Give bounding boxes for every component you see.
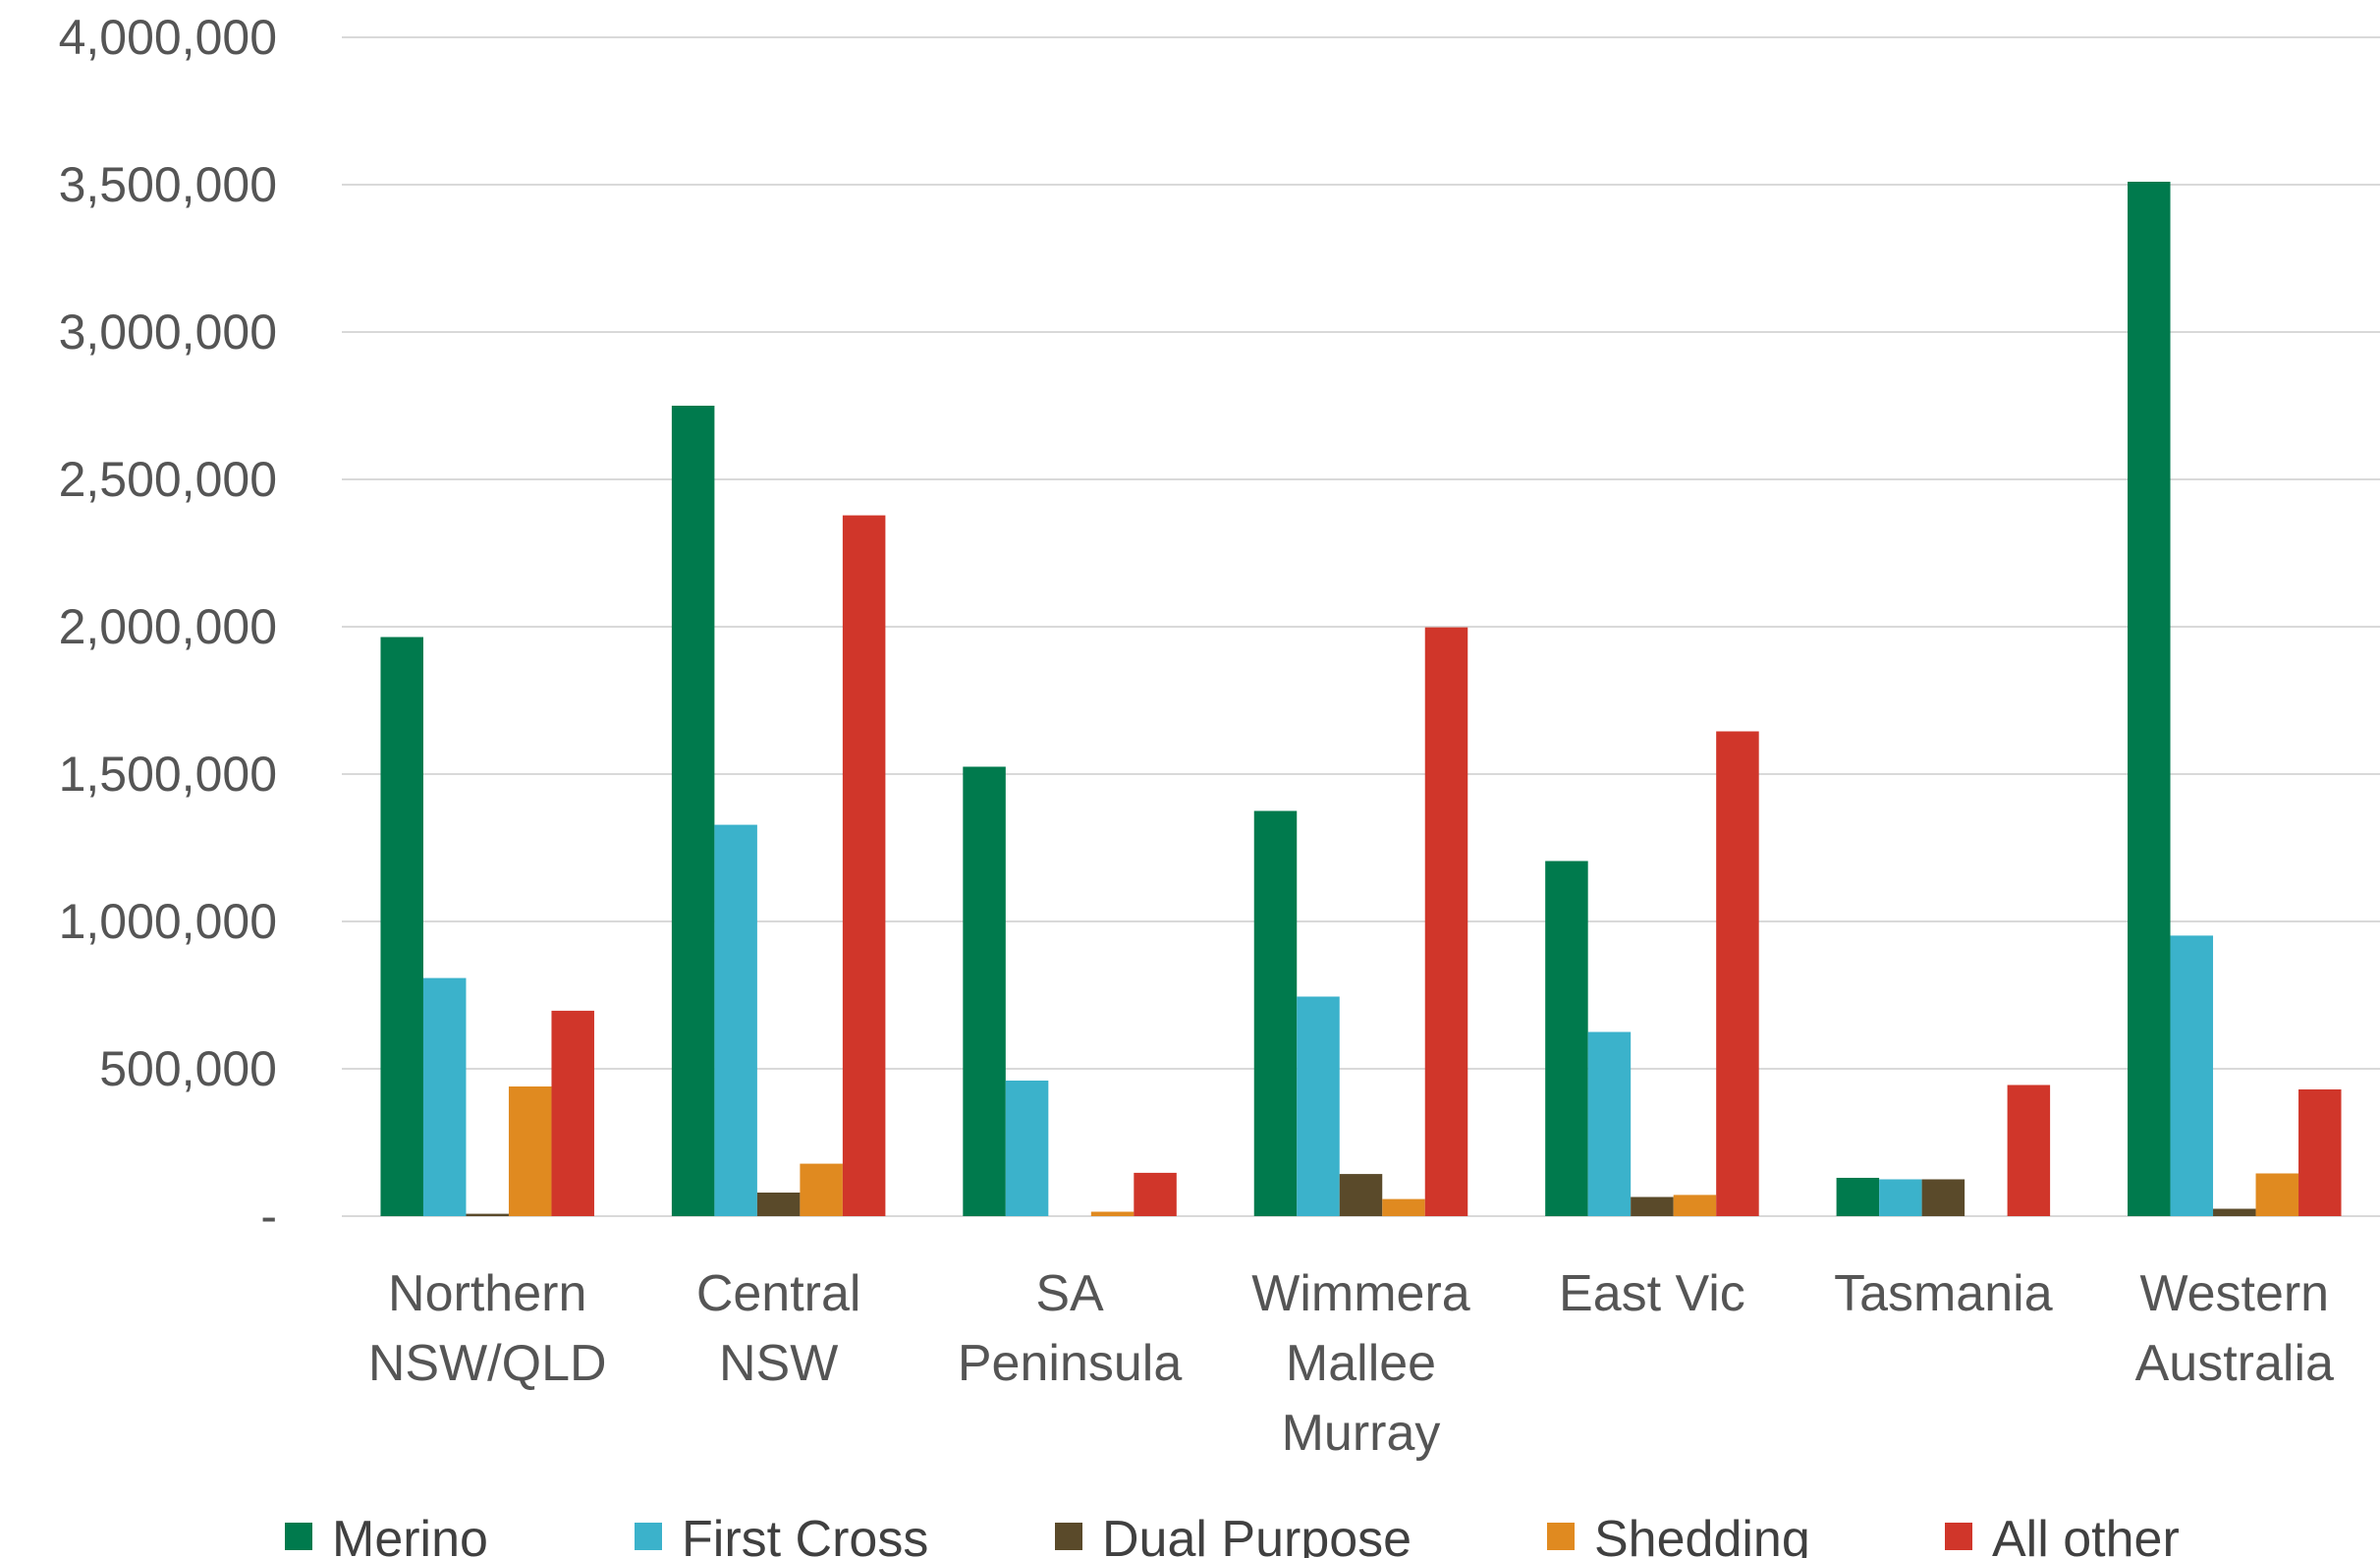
bar-shedding	[508, 1086, 552, 1216]
x-category-label: Western	[2139, 1265, 2329, 1322]
y-tick-label: 2,000,000	[59, 599, 277, 654]
legend-label: Dual Purpose	[1102, 1511, 1411, 1558]
legend-swatch	[285, 1523, 312, 1550]
bar-dual-purpose	[756, 1193, 801, 1216]
x-category-label: SA	[1035, 1265, 1104, 1322]
bar-merino	[2128, 182, 2171, 1216]
x-category-label: Murray	[1282, 1405, 1441, 1462]
legend-swatch	[1547, 1523, 1575, 1550]
x-category-label: East Vic	[1559, 1265, 1745, 1322]
x-category-label: Tasmania	[1834, 1265, 2053, 1322]
y-tick-label: 500,000	[99, 1041, 277, 1096]
legend: Merino First Cross Dual Purpose Shedding All…	[285, 1511, 2180, 1558]
legend-label: Merino	[332, 1511, 488, 1558]
bar-dual-purpose	[1339, 1174, 1383, 1216]
x-category-label: Peninsula	[958, 1335, 1182, 1392]
bar-first-cross	[1587, 1031, 1632, 1216]
bar-first-cross	[1297, 996, 1340, 1216]
y-tick-label: -	[260, 1189, 277, 1244]
bar-merino	[1545, 861, 1588, 1216]
bar-first-cross	[2170, 935, 2214, 1216]
bar-first-cross	[1005, 1081, 1049, 1216]
y-tick-label: 1,000,000	[59, 894, 277, 949]
x-category-label: NSW	[719, 1335, 838, 1392]
bar-dual-purpose	[1921, 1179, 1965, 1216]
legend-label: First Cross	[682, 1511, 928, 1558]
x-category-label: Northern	[388, 1265, 586, 1322]
bar-all-other	[1716, 731, 1759, 1216]
legend-label: All other	[1992, 1511, 2180, 1558]
legend-label: Shedding	[1594, 1511, 1810, 1558]
legend-swatch	[635, 1523, 662, 1550]
bar-shedding	[1673, 1195, 1717, 1216]
bar-all-other	[2298, 1089, 2342, 1216]
bar-dual-purpose	[2213, 1208, 2256, 1216]
gridlines	[342, 36, 2380, 1217]
bars	[380, 182, 2342, 1216]
legend-swatch	[1055, 1523, 1082, 1550]
x-category-label: Central	[696, 1265, 861, 1322]
y-tick-label: 1,500,000	[59, 747, 277, 802]
bar-merino	[963, 766, 1006, 1216]
x-category-label: Wimmera	[1251, 1265, 1470, 1322]
bar-shedding	[800, 1163, 843, 1216]
bar-all-other	[2007, 1085, 2051, 1216]
legend-swatch	[1945, 1523, 1972, 1550]
x-axis-category-labels: Northern NSW/QLD Central NSW SA Peninsula Wimm…	[368, 1265, 2334, 1462]
bar-first-cross	[422, 977, 467, 1216]
x-category-label: Australia	[2135, 1335, 2334, 1392]
bar-shedding	[1090, 1211, 1135, 1216]
bar-merino	[380, 637, 423, 1216]
y-tick-label: 4,000,000	[59, 10, 277, 65]
bar-merino	[1836, 1178, 1880, 1216]
bar-all-other	[842, 515, 886, 1216]
x-category-label: NSW/QLD	[368, 1335, 607, 1392]
bar-shedding	[1382, 1198, 1425, 1216]
y-tick-label: 3,500,000	[59, 157, 277, 212]
bar-dual-purpose	[1631, 1196, 1674, 1216]
bar-first-cross	[1879, 1179, 1922, 1216]
y-tick-label: 3,000,000	[59, 305, 277, 360]
bar-all-other	[551, 1010, 594, 1216]
bar-dual-purpose	[466, 1213, 509, 1216]
bar-first-cross	[714, 824, 757, 1216]
y-tick-label: 2,500,000	[59, 452, 277, 507]
bar-shedding	[2255, 1173, 2299, 1216]
x-category-label: Mallee	[1286, 1335, 1436, 1392]
bar-merino	[1253, 810, 1298, 1216]
bar-all-other	[1424, 627, 1468, 1216]
y-axis-tick-labels: - 500,000 1,000,000 1,500,000 2,000,000 2,500…	[59, 10, 277, 1244]
bar-merino	[671, 406, 715, 1216]
bar-all-other	[1134, 1172, 1177, 1216]
